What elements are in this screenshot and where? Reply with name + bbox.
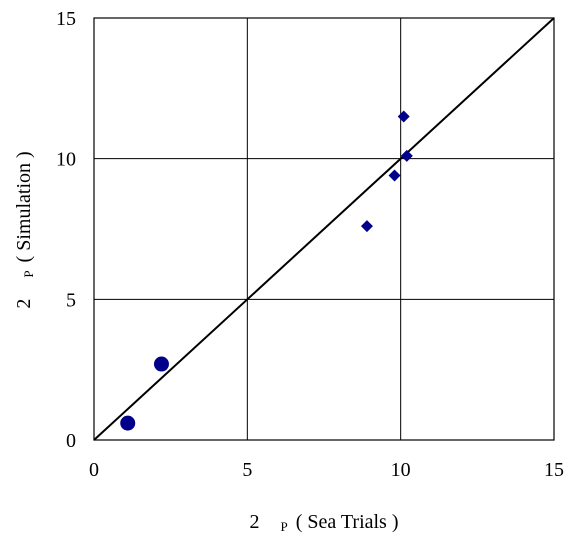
y-tick-label: 5 — [66, 289, 76, 311]
x-axis-title-prefix: 2 — [249, 511, 259, 533]
x-tick-label: 5 — [242, 459, 252, 481]
y-tick-label: 10 — [56, 149, 76, 171]
diamond-point — [400, 149, 413, 162]
y-axis-title-text: ( Simulation ) — [13, 151, 35, 262]
data-points — [120, 110, 413, 431]
reference-line-y-equals-x — [93, 17, 555, 441]
x-tick-label: 10 — [391, 459, 411, 481]
y-axis-title-prefix: 2 — [13, 299, 35, 309]
x-axis-title-subscript: P — [280, 519, 287, 534]
x-axis-title-text: ( Sea Trials ) — [296, 511, 399, 533]
circle-point — [153, 356, 169, 372]
x-axis-title: 2 P ( Sea Trials ) — [249, 511, 398, 536]
y-axis-title: 2 P ( Simulation ) — [13, 151, 38, 308]
diamond-point — [397, 110, 410, 123]
y-tick-label: 15 — [56, 8, 76, 30]
plot-frame — [93, 17, 555, 441]
x-tick-labels: 0 5 10 15 — [89, 459, 564, 481]
diamond-point — [388, 169, 401, 182]
y-axis-title-subscript: P — [21, 270, 36, 277]
grid-lines — [94, 18, 554, 440]
x-tick-label: 15 — [544, 459, 564, 481]
circle-point — [120, 415, 136, 431]
diamond-point — [360, 220, 373, 233]
y-tick-label: 0 — [66, 430, 76, 452]
x-tick-label: 0 — [89, 459, 99, 481]
y-tick-labels: 0 5 10 15 — [56, 8, 76, 452]
